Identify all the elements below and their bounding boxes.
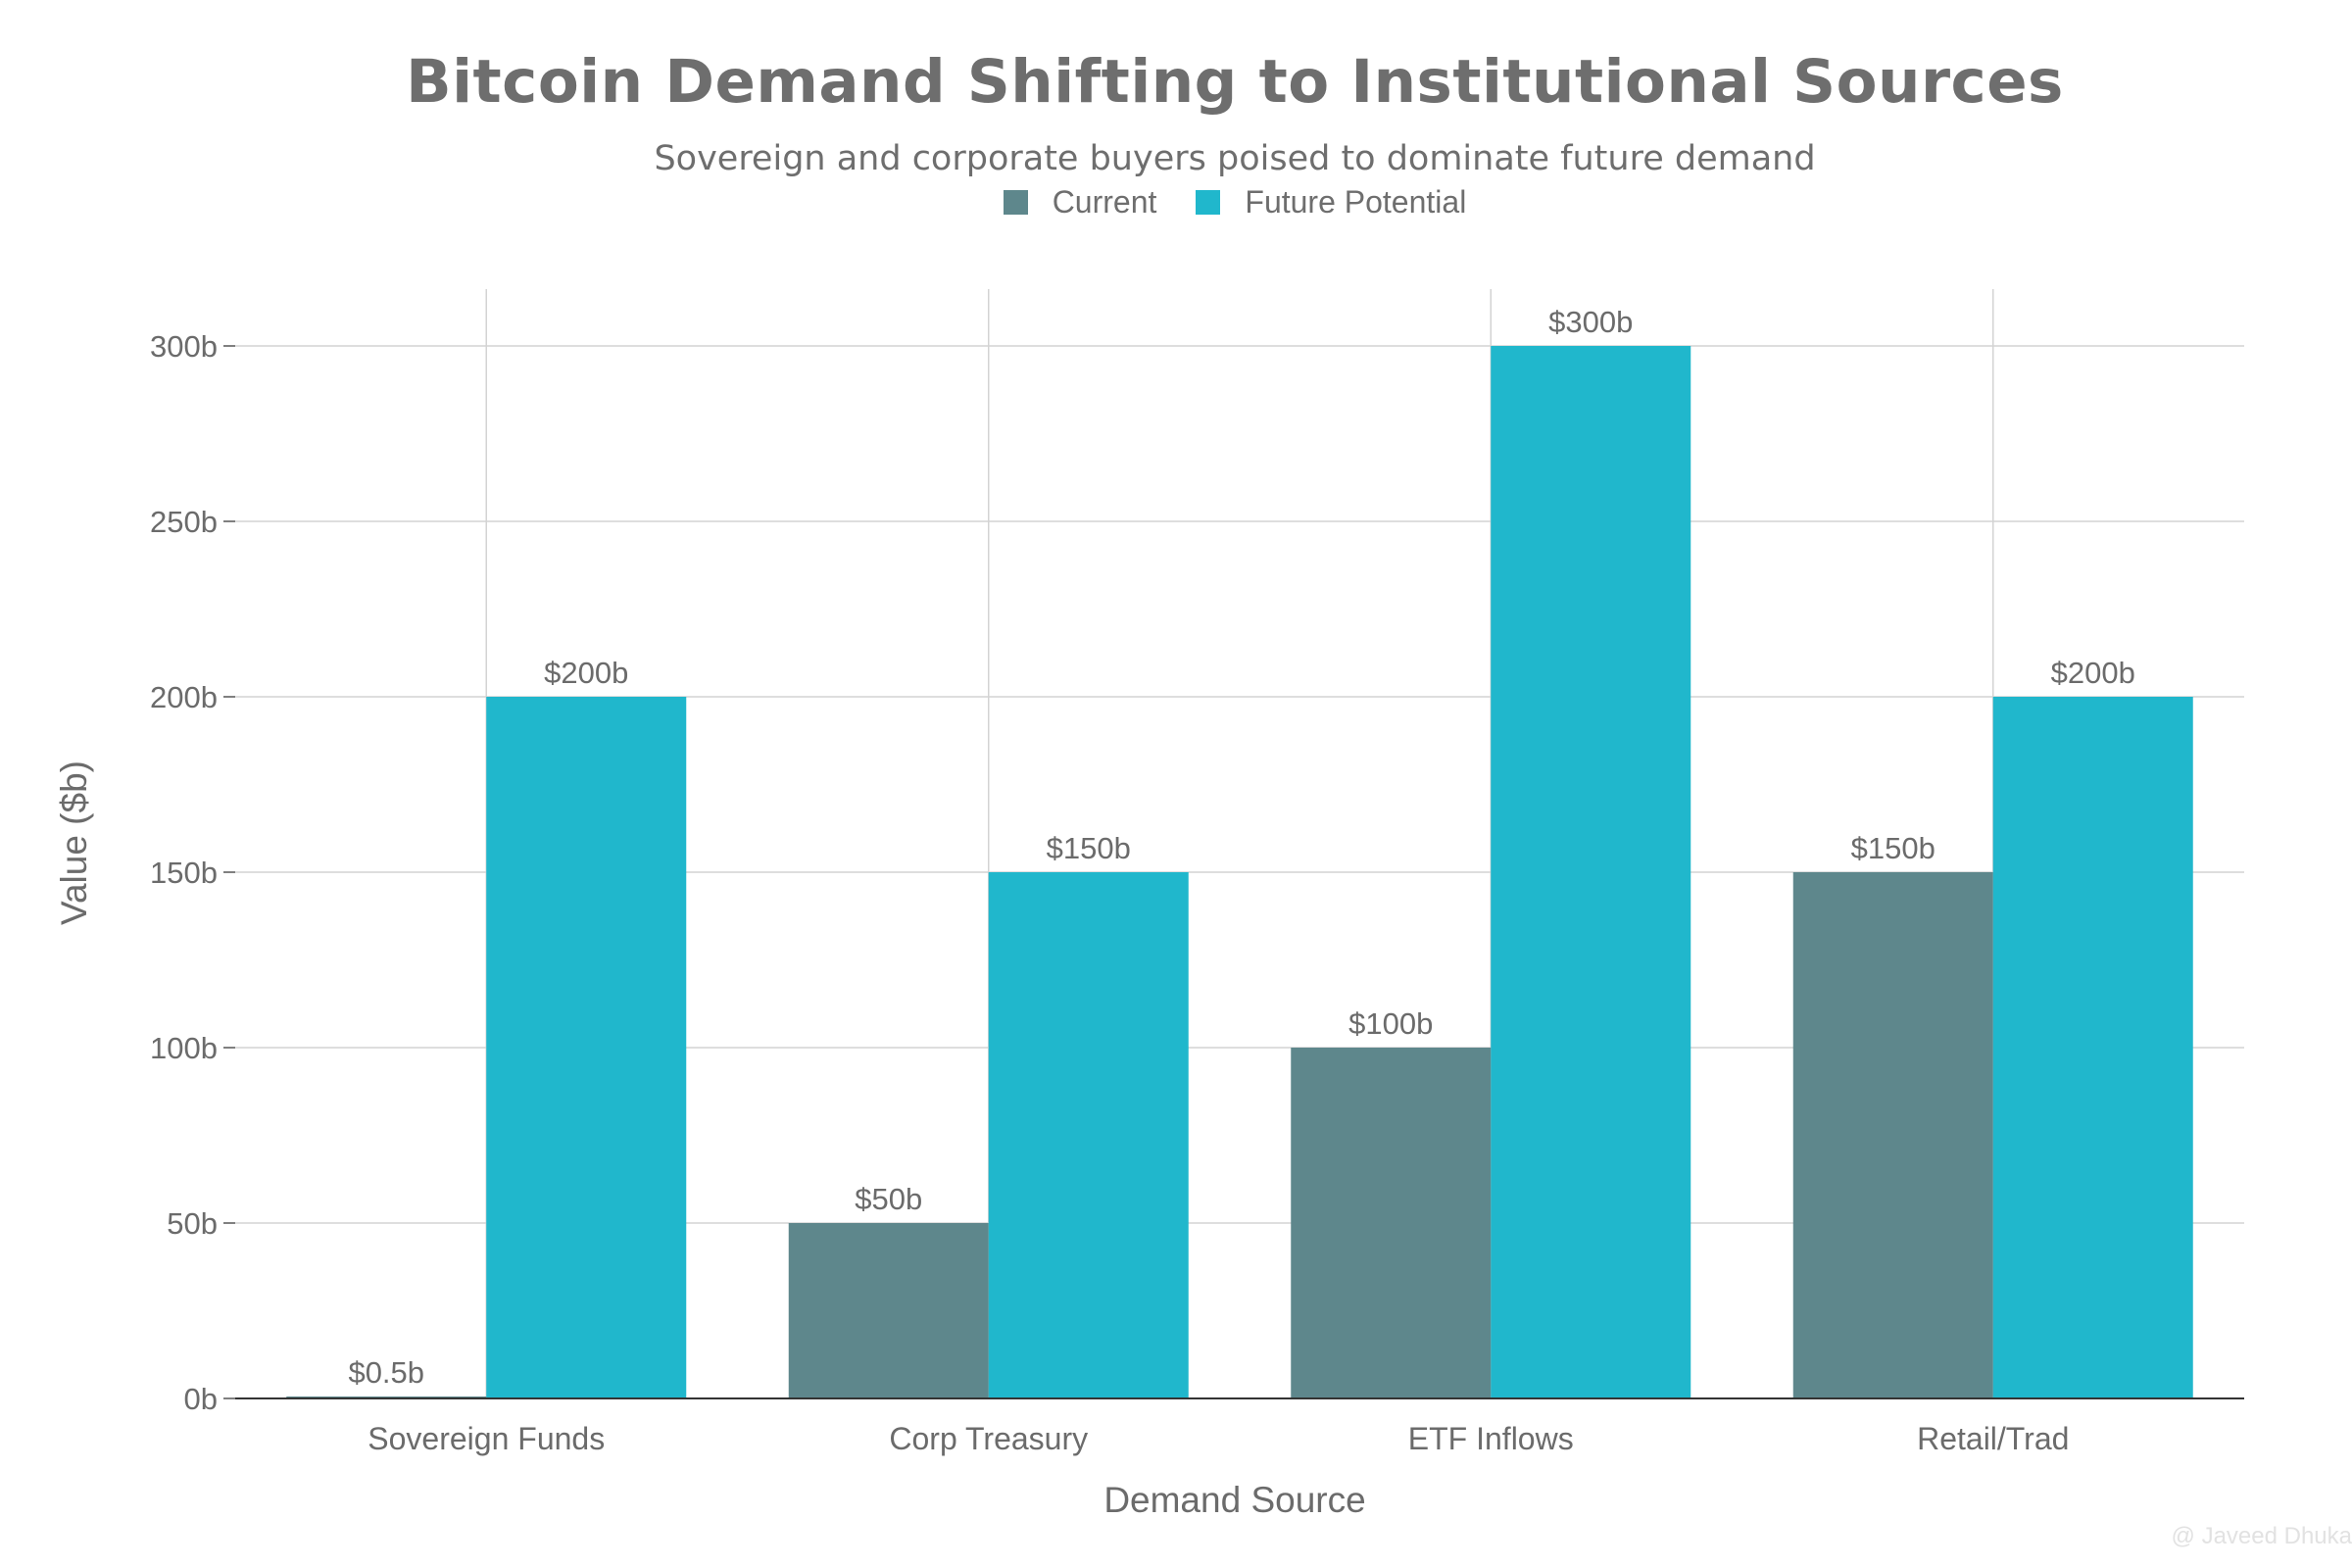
chart-subtitle: Sovereign and corporate buyers poised to…: [654, 139, 1816, 178]
legend-item-future-potential[interactable]: Future Potential: [1196, 184, 1466, 220]
y-tick-label: 300b: [150, 329, 218, 364]
legend: Current Future Potential: [0, 184, 2352, 220]
chart-title: Bitcoin Demand Shifting to Institutional…: [406, 47, 2064, 117]
legend-swatch-current: [1003, 190, 1028, 215]
bar-current-etf-inflows: [1291, 1048, 1492, 1398]
bar-value-label: $200b: [2051, 656, 2135, 690]
bar-future-potential-etf-inflows: [1491, 346, 1691, 1398]
x-tick-label: Sovereign Funds: [368, 1421, 605, 1456]
bar-current-corp-treasury: [788, 1223, 989, 1398]
y-tick-label: 150b: [150, 856, 218, 890]
legend-swatch-future-potential: [1196, 190, 1221, 215]
bar-value-label: $150b: [1047, 831, 1131, 865]
bar-future-potential-retail-trad: [1992, 697, 2193, 1398]
y-tick-label: 50b: [167, 1206, 218, 1241]
y-tick-label: 200b: [150, 680, 218, 714]
bar-value-label: $300b: [1548, 305, 1633, 339]
bar-value-label: $150b: [1851, 831, 1936, 865]
x-tick-label: Corp Treasury: [889, 1421, 1088, 1456]
x-tick-label: ETF Inflows: [1408, 1421, 1574, 1456]
y-tick-label: 100b: [150, 1031, 218, 1065]
y-tick-label: 250b: [150, 505, 218, 539]
legend-item-current[interactable]: Current: [1003, 184, 1157, 220]
bar-current-retail-trad: [1792, 872, 1993, 1398]
y-tick-label: 0b: [184, 1382, 218, 1416]
legend-label-future-potential: Future Potential: [1245, 184, 1467, 220]
legend-label-current: Current: [1052, 184, 1157, 220]
bar-value-label: $0.5b: [348, 1355, 424, 1390]
bar-value-label: $50b: [855, 1182, 922, 1216]
y-axis-title: Value ($b): [54, 760, 94, 925]
bar-value-label: $200b: [544, 656, 628, 690]
x-axis-title: Demand Source: [1103, 1480, 1365, 1520]
watermark: @ Javeed Dhuka: [2171, 1523, 2352, 1549]
x-tick-label: Retail/Trad: [1917, 1421, 2069, 1456]
bar-value-label: $100b: [1348, 1006, 1433, 1041]
bar-future-potential-sovereign-funds: [486, 697, 687, 1398]
bar-future-potential-corp-treasury: [988, 872, 1189, 1398]
